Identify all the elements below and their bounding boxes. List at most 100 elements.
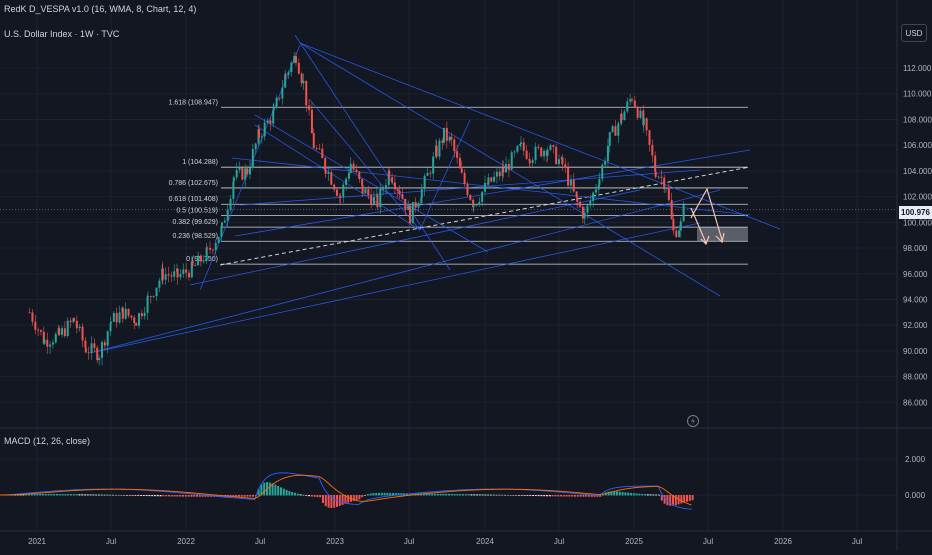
macd-histogram-bar — [624, 492, 627, 496]
candle-body — [450, 136, 453, 140]
projection-path-1 — [690, 187, 723, 241]
candle-body — [648, 130, 651, 145]
macd-histogram-bar — [61, 493, 64, 496]
trendlines[interactable] — [89, 34, 781, 354]
macd-histogram-bar — [56, 493, 58, 496]
candle-body — [232, 177, 235, 182]
fibonacci-retracement[interactable]: 1.618 (108.947) 1 (104.288) 0.786 (102.675… — [169, 99, 751, 266]
candle-body — [636, 107, 639, 118]
candle-body — [58, 328, 61, 335]
macd-histogram-bar — [630, 492, 632, 496]
candle-body — [679, 221, 682, 231]
macd-histogram-bar — [551, 495, 554, 497]
macd-histogram-bar — [548, 495, 551, 497]
macd-histogram-bar — [571, 495, 574, 497]
candle-body — [611, 126, 614, 133]
candle-body — [63, 328, 66, 337]
symbol-legend[interactable]: U.S. Dollar Index · 1W · TVC — [4, 29, 120, 39]
macd-tick-label: 2.000 — [905, 455, 926, 464]
candle-body — [614, 126, 617, 136]
price-tick-label: 92.000 — [903, 321, 928, 330]
macd-histogram-bar — [543, 495, 546, 497]
candle-body — [199, 255, 202, 262]
trendline — [299, 42, 721, 297]
macd-histogram-bar — [394, 493, 397, 496]
candle-body — [281, 87, 284, 99]
candle-body — [338, 195, 341, 197]
candle-body — [308, 105, 311, 110]
candle-body — [404, 198, 407, 210]
candle-body — [266, 120, 269, 123]
macd-histogram-bar — [249, 495, 252, 497]
candle-body — [302, 80, 305, 84]
macd-histogram-bar — [590, 495, 593, 497]
candle-body — [69, 320, 72, 323]
macd-histogram-bar — [372, 493, 375, 496]
macd-histogram-bar — [540, 495, 543, 497]
candle-body — [487, 177, 490, 185]
candle-body — [109, 323, 112, 332]
candle-body — [229, 198, 232, 210]
macd-histogram-bar — [243, 495, 246, 497]
candle-body — [355, 169, 358, 172]
candle-body — [445, 127, 448, 141]
macd-histogram-bar — [333, 495, 336, 508]
macd-histogram-bar — [274, 484, 277, 496]
macd-histogram-bar — [182, 495, 184, 497]
lightning-icon[interactable] — [687, 415, 699, 427]
candle-body — [642, 110, 645, 126]
candle-body — [43, 339, 46, 344]
candle-body — [173, 271, 176, 277]
candle-body — [335, 189, 338, 196]
candle-body — [626, 101, 629, 112]
candle-body — [592, 192, 595, 201]
macd-histogram-bar — [529, 495, 532, 496]
candle-body — [438, 140, 441, 157]
candle-body — [453, 139, 456, 152]
candle-body — [579, 201, 582, 207]
candle-body — [401, 194, 404, 199]
candle-body — [28, 312, 31, 314]
candle-body — [135, 323, 138, 326]
indicator-legend[interactable]: RedK D_VESPA v1.0 (16, WMA, 8, Chart, 12… — [4, 4, 197, 14]
macd-histogram-bar — [140, 495, 142, 496]
macd-histogram-bar — [389, 492, 392, 496]
macd-histogram-bar — [431, 493, 434, 496]
candle-body — [586, 205, 589, 213]
time-tick-label: Jul — [404, 537, 414, 546]
macd-histogram-bar — [574, 495, 576, 497]
candle-body — [37, 329, 40, 331]
candle-body — [118, 312, 121, 323]
macd-histogram-bar — [599, 495, 602, 497]
projection-drawing[interactable] — [690, 187, 725, 246]
macd-histogram-bar — [201, 495, 204, 497]
candle-body — [552, 145, 555, 147]
candle-body — [420, 197, 423, 204]
trendline — [254, 114, 489, 253]
candle-body — [115, 313, 118, 323]
candle-body — [408, 205, 411, 224]
candle-body — [519, 143, 522, 146]
macd-histogram-bar — [173, 495, 176, 497]
candle-body — [241, 167, 244, 180]
macd-histogram-bar — [470, 494, 473, 496]
candle-body — [176, 268, 179, 278]
macd-histogram-bar — [291, 491, 294, 496]
macd-histogram-bar — [484, 494, 487, 496]
candle-body — [472, 205, 475, 208]
macd-histogram-bar — [106, 494, 109, 496]
candle-body — [342, 184, 345, 198]
currency-button[interactable]: USD — [901, 24, 927, 42]
candle-body — [513, 151, 516, 153]
candle-body — [516, 145, 519, 152]
candle-body — [576, 197, 579, 202]
candle-body — [347, 172, 350, 179]
macd-histogram-bar — [268, 482, 271, 496]
candle-body — [103, 342, 106, 346]
macd-legend[interactable]: MACD (12, 26, close) — [4, 436, 91, 446]
candle-body — [143, 312, 146, 317]
time-tick-label: 2025 — [625, 537, 643, 546]
